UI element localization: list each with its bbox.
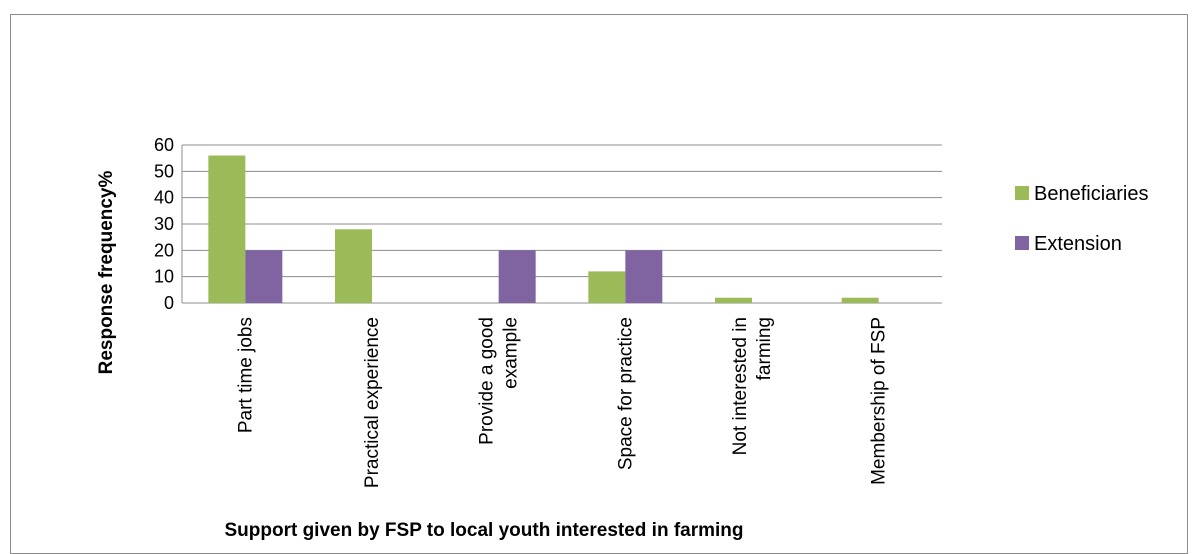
x-category-labels: Part time jobs Practical experience Provid… bbox=[235, 317, 889, 488]
x-axis-label: Support given by FSP to local youth inte… bbox=[224, 520, 743, 541]
y-tick-label: 30 bbox=[154, 214, 174, 234]
gridlines bbox=[181, 144, 942, 304]
bar-beneficiaries bbox=[335, 229, 372, 303]
x-category-label: Space for practice bbox=[615, 317, 636, 470]
y-tick-label: 20 bbox=[154, 240, 174, 260]
y-tick-label: 60 bbox=[154, 135, 174, 155]
bar-beneficiaries bbox=[588, 271, 626, 303]
x-category-label: Part time jobs bbox=[235, 317, 256, 433]
x-category-label: Not interested in farming bbox=[730, 317, 775, 455]
y-tick-label: 10 bbox=[154, 267, 174, 287]
bar-extension bbox=[245, 250, 283, 303]
y-axis-label: Response frequency% bbox=[96, 171, 117, 375]
legend: Beneficiaries Extension bbox=[1015, 183, 1149, 255]
x-category-label: Provide a good example bbox=[477, 317, 522, 445]
y-tick-label: 40 bbox=[154, 188, 174, 208]
legend-swatch-extension bbox=[1015, 236, 1029, 250]
bar-chart: 0 10 20 30 40 50 60 Part time jobs Practical ex… bbox=[96, 135, 1149, 541]
y-tick-label: 0 bbox=[164, 293, 174, 313]
y-tick-label: 50 bbox=[154, 161, 174, 181]
bar-extension bbox=[498, 250, 536, 303]
bar-beneficiaries bbox=[208, 155, 246, 303]
legend-label-beneficiaries: Beneficiaries bbox=[1034, 183, 1149, 205]
bars bbox=[208, 155, 879, 303]
legend-label-extension: Extension bbox=[1034, 233, 1122, 255]
y-tick-labels: 0 10 20 30 40 50 60 bbox=[154, 135, 174, 313]
legend-swatch-beneficiaries bbox=[1015, 186, 1029, 200]
bar-beneficiaries bbox=[841, 297, 879, 303]
x-category-label: Practical experience bbox=[362, 317, 383, 488]
bar-extension bbox=[625, 250, 663, 303]
x-category-label: Membership of FSP bbox=[869, 317, 890, 485]
bar-beneficiaries bbox=[715, 297, 752, 303]
